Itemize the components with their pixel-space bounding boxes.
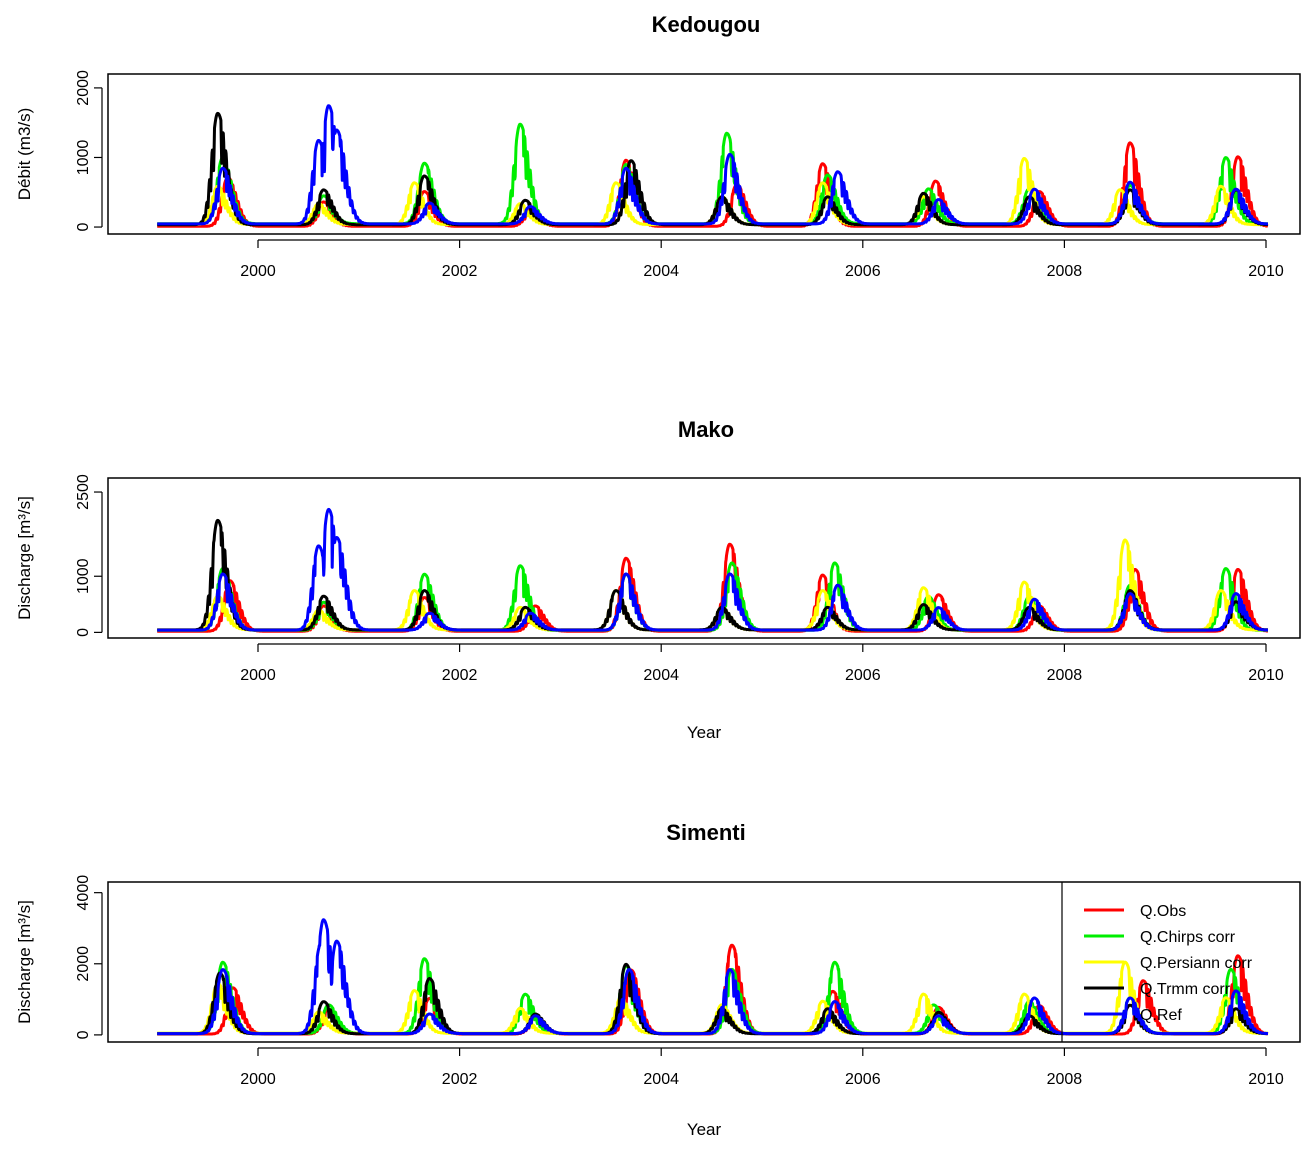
y-tick-label: 1000	[75, 140, 92, 176]
x-tick-label: 2000	[240, 263, 276, 280]
y-tick-label: 4000	[75, 875, 92, 911]
x-tick-label: 2000	[240, 1071, 276, 1088]
plot-area	[156, 507, 1270, 633]
x-tick-label: 2010	[1248, 1071, 1284, 1088]
series-line	[156, 104, 1270, 226]
x-tick-label: 2008	[1047, 263, 1083, 280]
x-tick-label: 2004	[643, 1071, 679, 1088]
chart-title: Simenti	[666, 820, 745, 845]
series-line	[156, 507, 1270, 632]
plot-area	[156, 918, 1270, 1036]
x-tick-label: 2006	[845, 263, 881, 280]
panel-kedougou: 2000 2002 2004 2006 2008 2010 0 1000 2000 Kedougo…	[15, 12, 1301, 280]
x-tick-label: 2010	[1248, 263, 1284, 280]
panel-mako: 2000 2002 2004 2006 2008 2010 0 1000 2500 Mako Dis…	[15, 417, 1301, 742]
y-tick-label: 2000	[75, 70, 92, 106]
plot-area	[156, 104, 1270, 228]
x-axis-label: Year	[687, 723, 722, 742]
x-tick-label: 2002	[442, 667, 478, 684]
plot-border	[107, 881, 1301, 1043]
panel-simenti: 2000 2002 2004 2006 2008 2010 0 2000 4000 Simenti…	[15, 820, 1301, 1139]
y-tick-label: 1000	[75, 558, 92, 594]
plot-border	[107, 73, 1301, 235]
y-tick-label: 0	[75, 1030, 92, 1039]
x-axis-label: Year	[687, 1120, 722, 1139]
y-tick-label: 2000	[75, 946, 92, 982]
x-tick-label: 2000	[240, 667, 276, 684]
x-tick-label: 2008	[1047, 667, 1083, 684]
x-tick-label: 2004	[643, 667, 679, 684]
x-tick-label: 2008	[1047, 1071, 1083, 1088]
legend-label: Q.Ref	[1140, 1007, 1182, 1024]
y-tick-label: 0	[75, 628, 92, 637]
chart-title: Mako	[678, 417, 734, 442]
x-tick-label: 2006	[845, 667, 881, 684]
y-axis-label: Débit (m3/s)	[15, 108, 34, 201]
x-tick-label: 2006	[845, 1071, 881, 1088]
x-tick-label: 2004	[643, 263, 679, 280]
legend-label: Q.Chirps corr	[1140, 929, 1236, 946]
x-tick-label: 2002	[442, 1071, 478, 1088]
x-tick-label: 2002	[442, 263, 478, 280]
y-axis-label: Discharge [m³/s]	[15, 900, 34, 1024]
series-line	[156, 918, 1270, 1036]
legend-label: Q.Trmm corr	[1140, 981, 1231, 998]
legend-label: Q.Obs	[1140, 903, 1186, 920]
y-tick-label: 0	[75, 222, 92, 231]
plot-border	[107, 477, 1301, 639]
y-tick-label: 2500	[75, 474, 92, 510]
legend-label: Q.Persiann corr	[1140, 955, 1253, 972]
y-axis-label: Discharge [m³/s]	[15, 496, 34, 620]
x-tick-label: 2010	[1248, 667, 1284, 684]
chart-title: Kedougou	[652, 12, 761, 37]
